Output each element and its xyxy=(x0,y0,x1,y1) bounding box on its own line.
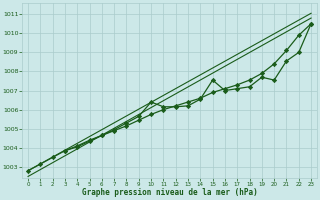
X-axis label: Graphe pression niveau de la mer (hPa): Graphe pression niveau de la mer (hPa) xyxy=(82,188,257,197)
